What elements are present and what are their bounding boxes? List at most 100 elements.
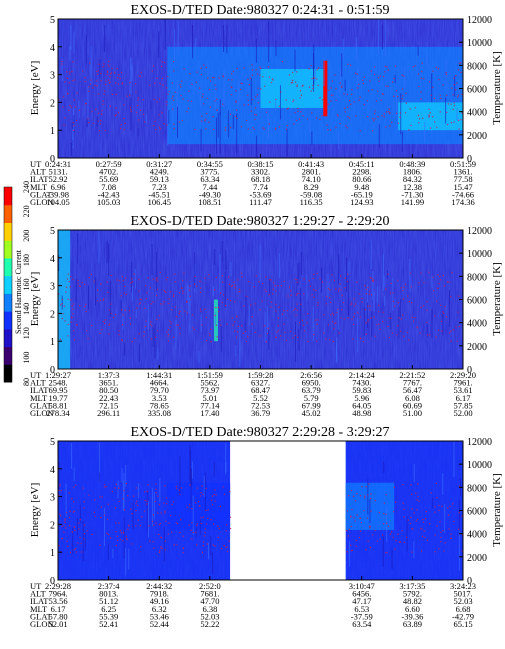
- temperature-point: [386, 522, 388, 524]
- temperature-point: [107, 72, 109, 74]
- temperature-point: [87, 337, 89, 339]
- temperature-point: [438, 509, 440, 512]
- temperature-point: [348, 100, 351, 102]
- temperature-point: [60, 515, 62, 517]
- temperature-point: [378, 512, 380, 514]
- temperature-point: [356, 514, 358, 516]
- temperature-point: [326, 94, 328, 96]
- temperature-point: [65, 511, 68, 514]
- energy-axis-label: Energy [eV]: [29, 61, 41, 115]
- temperature-point: [96, 80, 98, 82]
- temperature-point: [159, 83, 161, 85]
- temperature-point: [213, 493, 215, 496]
- temperature-point: [384, 552, 387, 554]
- temperature-point: [458, 62, 460, 64]
- temperature-point: [94, 84, 96, 87]
- temperature-point: [67, 323, 69, 325]
- temperature-point: [200, 522, 202, 524]
- temperature-point: [457, 94, 460, 96]
- temperature-point: [58, 545, 60, 547]
- temperature-point: [392, 292, 394, 294]
- temperature-point: [199, 280, 201, 283]
- temperature-point: [144, 325, 146, 328]
- temperature-point: [388, 111, 390, 113]
- temperature-point: [129, 106, 132, 109]
- temperature-point: [207, 77, 209, 79]
- temperature-point: [383, 116, 385, 118]
- temperature-point: [71, 498, 73, 500]
- temperature-point: [374, 529, 376, 532]
- ephemeris-value: 335.08: [148, 408, 171, 418]
- temperature-point: [292, 100, 294, 103]
- temperature-point: [176, 544, 178, 546]
- colorbar-block: [4, 311, 12, 330]
- temperature-point: [158, 524, 161, 526]
- temperature-point: [280, 335, 282, 337]
- temperature-tick-label: 12000: [467, 15, 492, 26]
- temperature-point: [84, 283, 86, 286]
- temperature-point: [450, 122, 453, 124]
- temperature-point: [106, 532, 108, 534]
- temperature-point: [239, 290, 241, 293]
- ephemeris-value: 80.66: [352, 174, 371, 184]
- temperature-point: [58, 489, 60, 492]
- temperature-point: [62, 106, 64, 108]
- temperature-point: [397, 325, 399, 327]
- temperature-point: [115, 107, 117, 109]
- ephemeris-value: 6.17: [51, 604, 66, 614]
- temperature-point: [231, 317, 233, 319]
- temperature-point: [353, 323, 355, 326]
- temperature-point: [358, 293, 361, 295]
- temperature-point: [113, 316, 115, 319]
- ephemeris-value: 3:10:47: [349, 581, 375, 591]
- ephemeris-value: 63.54: [352, 619, 372, 629]
- temperature-point: [324, 79, 326, 81]
- temperature-point: [69, 510, 71, 512]
- temperature-point: [171, 503, 173, 506]
- temperature-point: [174, 91, 176, 93]
- temperature-point: [122, 280, 124, 282]
- temperature-point: [229, 113, 232, 116]
- temperature-point: [350, 103, 352, 105]
- ephemeris-value: 51.12: [99, 596, 118, 606]
- temperature-point: [330, 301, 332, 304]
- temperature-point: [72, 313, 74, 315]
- energy-tick-label: 3: [50, 282, 55, 293]
- ephemeris-value: 5131.: [48, 167, 67, 177]
- temperature-point: [450, 340, 452, 342]
- temperature-point: [295, 119, 298, 121]
- temperature-point: [61, 525, 63, 527]
- temperature-point: [108, 323, 111, 325]
- temperature-point: [146, 490, 148, 492]
- temperature-point: [121, 340, 123, 342]
- temperature-point: [260, 67, 262, 70]
- ephemeris-value: 52.92: [48, 174, 67, 184]
- ephemeris-row-label: GLON: [30, 197, 54, 207]
- temperature-point: [107, 291, 109, 294]
- ephemeris-value: 0:27:59: [96, 159, 122, 169]
- ephemeris-row-label: GLON: [30, 408, 54, 418]
- ephemeris-value: 124.93: [350, 197, 373, 207]
- temperature-point: [411, 302, 413, 304]
- temperature-point: [191, 522, 193, 524]
- temperature-point: [369, 305, 371, 307]
- temperature-point: [70, 106, 72, 108]
- temperature-point: [441, 505, 443, 507]
- temperature-point: [236, 67, 238, 70]
- temperature-point: [136, 500, 138, 502]
- temperature-point: [159, 522, 161, 525]
- ephemeris-row-label: UT: [30, 370, 42, 380]
- temperature-point: [407, 295, 409, 297]
- temperature-point: [83, 501, 85, 503]
- temperature-point: [138, 119, 140, 121]
- ephemeris-value: 6.25: [101, 604, 116, 614]
- temperature-point: [229, 527, 232, 530]
- temperature-point: [240, 82, 242, 84]
- temperature-tick-label: 10000: [467, 38, 492, 49]
- temperature-point: [275, 98, 277, 101]
- temperature-point: [96, 70, 98, 73]
- ephemeris-value: 49.16: [150, 596, 169, 606]
- colorbar-tick-label: 100: [22, 352, 31, 364]
- temperature-point: [183, 68, 185, 70]
